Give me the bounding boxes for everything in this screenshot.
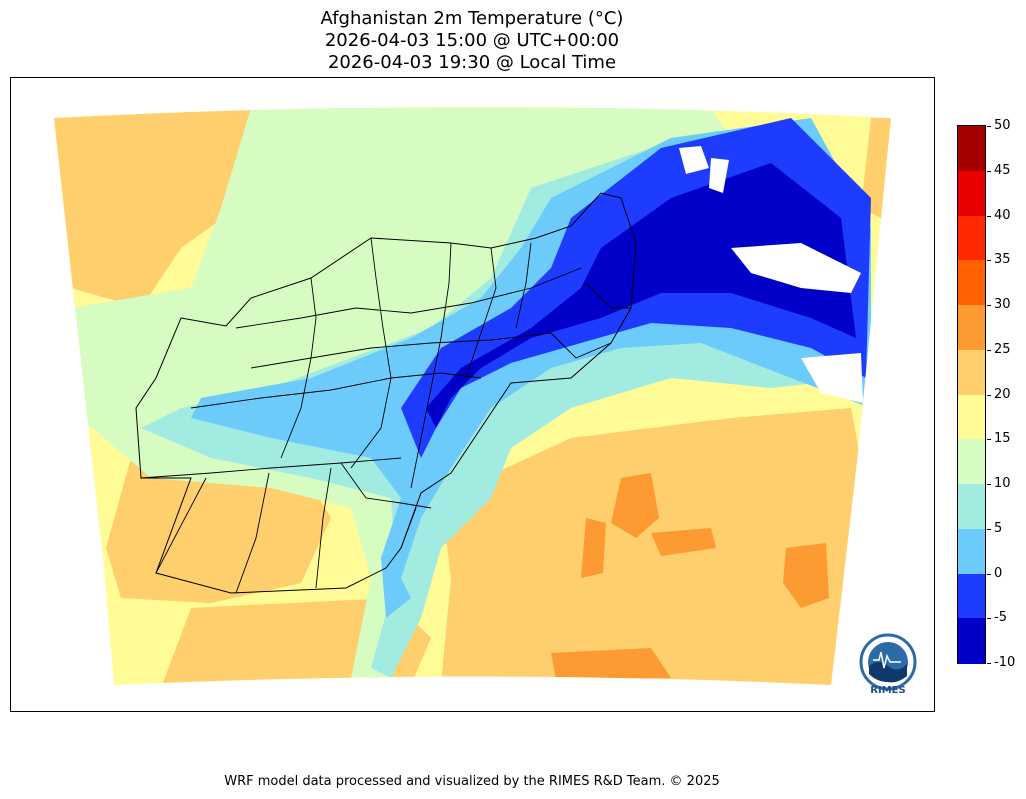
warm-region-se <box>441 408 861 685</box>
colorbar-tick-mark <box>987 439 991 441</box>
colorbar-tick-label: 30 <box>994 297 1011 312</box>
gap-patch-1 <box>679 146 709 174</box>
colorbar-tick-mark <box>987 260 991 262</box>
colorbar-bin <box>958 394 985 440</box>
colorbar-bin <box>958 349 985 395</box>
colorbar-tick-mark <box>987 126 991 127</box>
warm-region-sw <box>106 458 331 603</box>
field-minus10-minus5 <box>426 163 856 428</box>
colorbar-tick-mark <box>987 528 991 530</box>
colorbar-tick-label: 15 <box>994 431 1011 447</box>
colorbar-tick-label: 5 <box>994 520 1003 536</box>
colorbar-tick-mark <box>987 305 991 306</box>
colorbar-tick-label: 20 <box>994 386 1011 402</box>
colorbar-bin <box>958 215 985 261</box>
rimes-logo-text: RIMES <box>870 685 906 696</box>
colorbar-tick-label: 25 <box>994 341 1011 357</box>
colorbar-tick-label: 40 <box>994 207 1011 223</box>
colorbar-bin <box>958 170 985 216</box>
colorbar <box>957 125 986 664</box>
colorbar-tick-mark <box>987 170 991 172</box>
utc-time-subtitle: 2026-04-03 15:00 @ UTC+00:00 <box>324 30 620 51</box>
colorbar-bin <box>958 439 985 485</box>
temperature-map <box>54 107 891 685</box>
gap-patch-2 <box>709 158 729 193</box>
hot-patch-2 <box>651 528 716 556</box>
map-panel: RIMES <box>10 77 935 712</box>
warm-region-nw <box>54 108 261 308</box>
colorbar-bin <box>958 573 985 619</box>
gap-patch-3 <box>731 243 861 293</box>
gap-patch-4 <box>801 353 863 403</box>
colorbar-tick-label: 35 <box>994 252 1011 268</box>
hot-patch-1 <box>611 473 659 538</box>
rimes-logo: RIMES <box>855 632 921 700</box>
afghanistan-border <box>135 192 637 594</box>
colorbar-bin <box>958 126 985 172</box>
colorbar-tick-label: -5 <box>994 610 1007 626</box>
rimes-emblem-icon <box>859 633 917 691</box>
colorbar-tick-mark <box>987 663 991 664</box>
colorbar-tick-mark <box>987 618 991 620</box>
colorbar-tick-mark <box>987 215 991 217</box>
colorbar-tick-mark <box>987 573 991 575</box>
colorbar-bin <box>958 260 985 306</box>
hot-patch-4 <box>783 543 829 608</box>
colorbar-tick-mark <box>987 394 991 396</box>
colorbar-bin <box>958 618 985 664</box>
colorbar-bin <box>958 484 985 530</box>
province-boundaries <box>140 237 631 594</box>
colorbar-tick-label: 10 <box>994 476 1011 491</box>
colorbar-tick-mark <box>987 484 991 485</box>
colorbar-bin <box>958 305 985 351</box>
colorbar-tick-label: 45 <box>994 162 1011 178</box>
hot-patch-5 <box>551 648 671 680</box>
credit-footer: WRF model data processed and visualized … <box>224 774 720 789</box>
colorbar-tick-label: 50 <box>994 118 1011 133</box>
colorbar-tick-label: 0 <box>994 565 1003 581</box>
warm-region-ne <box>861 118 891 218</box>
local-time-subtitle: 2026-04-03 19:30 @ Local Time <box>327 52 617 73</box>
map-title: Afghanistan 2m Temperature (°C) <box>320 8 624 29</box>
colorbar-tick-mark <box>987 349 991 351</box>
colorbar-bin <box>958 528 985 574</box>
hot-patch-3 <box>581 518 606 578</box>
colorbar-tick-label: -10 <box>994 655 1016 670</box>
